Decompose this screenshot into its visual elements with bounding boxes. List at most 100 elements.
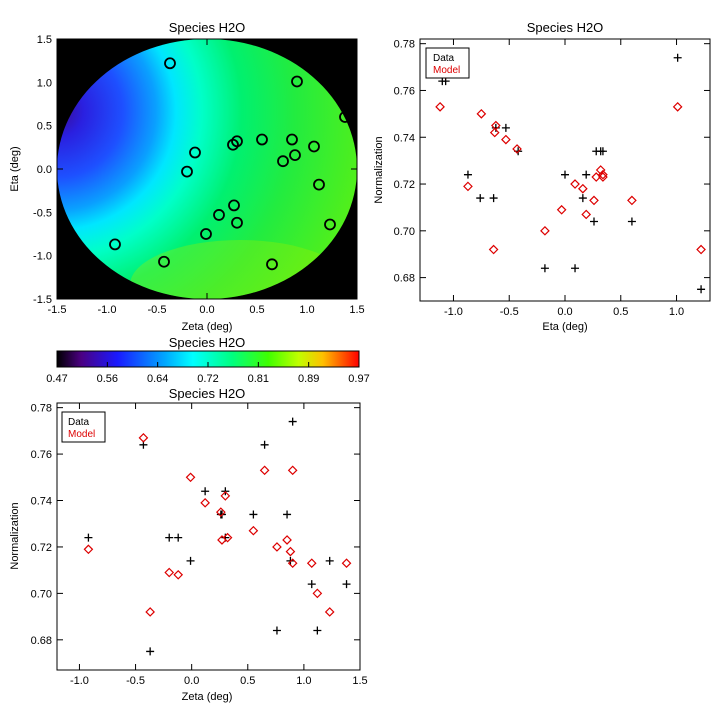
zeta-data-point: [272, 626, 281, 635]
zeta-data-point: [313, 626, 322, 635]
eta-model-point: [476, 109, 487, 119]
eta-x-tick-label: -1.0: [444, 306, 463, 318]
zeta-x-tick-label: 0.5: [240, 675, 255, 687]
zeta-y-tick-label: 0.78: [31, 403, 52, 415]
heatmap-x-tick-label: 1.0: [299, 304, 314, 316]
heatmap-title: Species H2O: [169, 20, 246, 35]
zeta-x-tick-label: 1.0: [296, 675, 311, 687]
heatmap-panel: Species H2O -1.5 -1.0 -0.5 0.0 0.5 1.0 1.5 -1.…: [9, 20, 365, 333]
heatmap-field: [57, 39, 357, 299]
eta-y-tick-label: 0.68: [394, 273, 415, 285]
zeta-model-point: [324, 607, 335, 617]
eta-legend-box: [425, 47, 470, 79]
zeta-data-point: [165, 533, 174, 542]
zeta-model-point: [215, 507, 226, 517]
zeta-legend-model: Model: [68, 429, 95, 440]
zeta-model-point: [173, 569, 184, 580]
zeta-scatter-points: [83, 417, 352, 656]
colorbar-ticks: 0.47 0.56 0.64 0.72 0.81 0.89 0.97: [46, 362, 370, 385]
zeta-model-point: [312, 588, 323, 599]
eta-legend-data: Data: [433, 53, 455, 64]
zeta-legend-box: [61, 411, 106, 443]
eta-x-tick-label: -0.5: [500, 306, 519, 318]
fiber-marker: [189, 146, 201, 159]
heatmap-y-label: Eta (deg): [9, 146, 21, 191]
zeta-scatter-y-label: Normalization: [9, 502, 21, 569]
zeta-model-point: [272, 542, 282, 552]
eta-data-point: [476, 194, 485, 203]
fiber-marker: [200, 228, 212, 240]
zeta-data-point: [146, 647, 155, 656]
heatmap-y-tick-label: 1.5: [37, 34, 52, 46]
eta-scatter-x-label: Eta (deg): [542, 321, 587, 333]
eta-data-point: [627, 217, 636, 226]
fiber-marker: [231, 216, 243, 229]
heatmap-warm-region: [130, 240, 350, 299]
fiber-marker: [289, 149, 301, 162]
eta-model-point: [489, 127, 500, 138]
colorbar-title: Species H2O: [169, 335, 246, 350]
eta-scatter-ticks: -1.0 -0.5 0.0 0.5 1.0 0.68 0.70 0.72 0.74 0.76 0.7…: [394, 39, 710, 318]
eta-model-point: [591, 172, 602, 182]
eta-data-point: [540, 264, 549, 273]
eta-legend-model: Model: [433, 65, 460, 76]
fiber-marker: [308, 140, 320, 153]
heatmap-x-label: Zeta (deg): [182, 321, 233, 333]
zeta-scatter-title: Species H2O: [169, 386, 246, 401]
fiber-marker: [266, 258, 278, 271]
heatmap-x-tick-label: 0.5: [249, 304, 264, 316]
heatmap-y-tick-label: 0.0: [37, 164, 52, 176]
eta-legend: Data Model: [425, 47, 470, 79]
eta-data-point: [578, 194, 587, 203]
eta-data-point: [463, 170, 472, 179]
heatmap-fiber-markers: [109, 57, 351, 271]
zeta-x-tick-label: 0.0: [184, 675, 199, 687]
eta-model-point: [581, 209, 592, 220]
zeta-data-point: [325, 556, 334, 565]
eta-model-point: [435, 101, 445, 112]
zeta-legend: Data Model: [61, 411, 106, 443]
eta-data-point: [489, 194, 498, 203]
eta-model-point: [490, 120, 501, 131]
heatmap-x-tick-label: 0.0: [199, 304, 214, 316]
zeta-scatter-frame: [56, 402, 361, 671]
eta-x-tick-label: 1.0: [669, 306, 684, 318]
eta-data-point: [598, 147, 607, 156]
colorbar: Species H2O 0.47 0.56 0.64 0.72 0.81 0.89 0.97: [46, 335, 369, 385]
eta-data-point: [501, 123, 510, 132]
zeta-x-tick-label: 1.5: [352, 675, 367, 687]
eta-y-tick-label: 0.72: [394, 179, 415, 191]
zeta-model-point: [259, 465, 270, 476]
heatmap-y-tick-label: -1.0: [33, 251, 52, 263]
eta-scatter-points: [435, 53, 706, 294]
eta-scatter-title: Species H2O: [527, 20, 604, 35]
zeta-model-point: [164, 567, 175, 578]
zeta-scatter-panel: Species H2O -1.0 -0.5 0.0 0.5 1.0 1.5 0.68 0.70…: [9, 386, 368, 703]
heatmap-y-tick-label: -0.5: [33, 207, 52, 219]
eta-model-point: [589, 195, 599, 206]
zeta-model-point: [306, 558, 317, 569]
zeta-legend-data: Data: [68, 417, 90, 428]
eta-model-point: [570, 179, 580, 189]
zeta-y-tick-label: 0.70: [31, 588, 52, 600]
colorbar-tick-label: 0.89: [298, 373, 319, 385]
zeta-data-point: [307, 580, 316, 589]
zeta-scatter-x-label: Zeta (deg): [182, 691, 233, 703]
zeta-model-point: [185, 472, 196, 483]
colorbar-tick-label: 0.72: [197, 373, 218, 385]
eta-model-point: [577, 183, 588, 194]
heatmap-x-tick-label: -1.5: [48, 304, 67, 316]
zeta-y-tick-label: 0.74: [31, 496, 52, 508]
eta-model-point: [512, 144, 522, 154]
eta-y-tick-label: 0.76: [394, 85, 415, 97]
zeta-data-point: [342, 580, 351, 589]
zeta-x-tick-label: -1.0: [70, 675, 89, 687]
colorbar-gradient: [57, 351, 359, 367]
zeta-model-point: [138, 432, 149, 443]
colorbar-tick-label: 0.97: [348, 373, 369, 385]
fiber-marker: [286, 133, 298, 146]
zeta-model-point: [200, 497, 210, 508]
eta-model-point: [696, 244, 706, 255]
eta-model-point: [595, 165, 606, 175]
